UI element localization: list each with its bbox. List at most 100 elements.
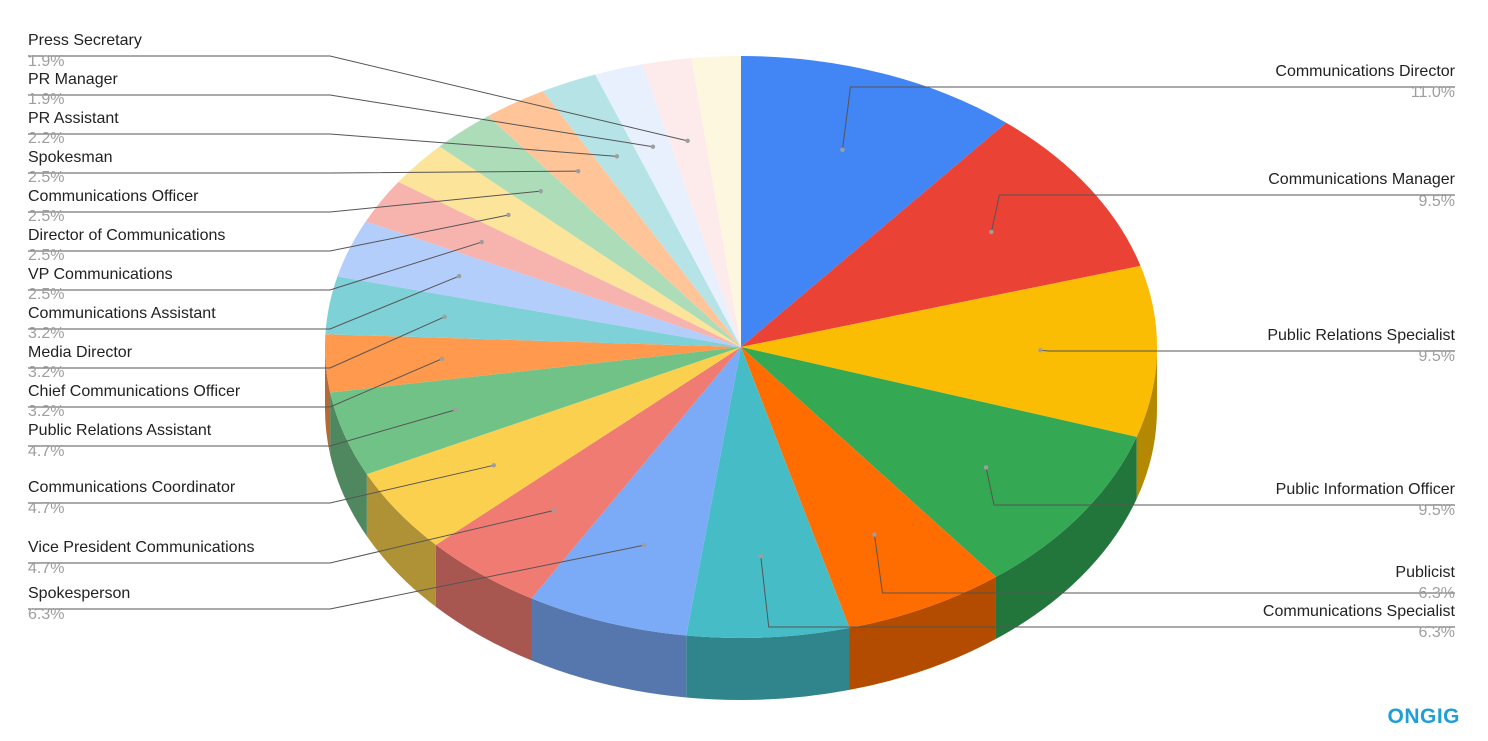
pie-slice [642,58,741,347]
leader-line [985,467,1455,506]
pie-slice [488,91,741,347]
pie-slice [325,276,741,347]
slice-label: PR Assistant [28,110,119,127]
pie-slice [365,181,741,347]
pie-slice [531,347,741,636]
pie-slice-side [531,598,687,698]
leader-line [841,86,1455,150]
slice-percent: 2.5% [28,208,64,225]
slice-percent: 4.7% [28,500,64,517]
slice-percent: 2.5% [28,247,64,264]
leader-anchor [758,553,763,559]
pie-slice-side [686,627,850,701]
leader-line [28,544,645,610]
slice-label: Communications Director [1275,63,1455,80]
slice-percent: 3.2% [28,325,64,342]
leader-anchor [439,356,445,362]
pie-slice [366,347,741,545]
slice-percent: 1.9% [28,53,64,70]
leader-anchor [575,168,581,174]
leader-line [28,214,509,252]
leader-anchor [491,463,497,468]
pie-slice [330,347,741,475]
slice-label: Communications Specialist [1263,603,1456,620]
leader-line [28,55,688,142]
leader-line [28,94,654,148]
pie-top [325,56,1157,638]
leader-anchor [650,144,656,149]
pie-slice [741,122,1141,348]
leader-anchor [840,147,845,153]
slice-percent: 2.2% [28,130,64,147]
slice-percent: 9.5% [1419,193,1455,210]
slice-label: Spokesman [28,149,113,166]
leader-anchor [453,407,458,413]
leader-anchor [989,229,994,235]
slice-percent: 3.2% [28,403,64,420]
leader-anchor [442,314,447,320]
slice-label: Media Director [28,344,133,361]
slice-percent: 6.3% [28,606,64,623]
leader-line [28,190,541,213]
leader-lines [28,55,1455,628]
leader-line [990,194,1455,233]
ongig-logo: ONGIG [1387,705,1460,728]
leader-anchor [456,273,462,279]
leader-line [28,275,460,330]
leader-line [28,358,443,408]
leader-anchor [685,138,690,144]
pie-slice-side [366,474,436,607]
pie-slice [435,347,741,599]
leader-line [28,241,482,291]
slice-percent: 6.3% [1419,624,1455,641]
slice-percent: 2.5% [28,286,64,303]
slice-label: Director of Communications [28,227,225,244]
slice-label: Communications Manager [1268,171,1455,188]
pie-slice [595,64,741,348]
slice-label: Vice President Communications [28,539,254,556]
slice-label: Public Relations Assistant [28,422,212,439]
slice-percent: 9.5% [1419,348,1455,365]
slice-percent: 9.5% [1419,502,1455,519]
pie-slice [337,221,741,347]
pie-sides [325,347,1157,701]
pie-slice [686,347,850,638]
slice-label: Chief Communications Officer [28,383,241,400]
slice-percent: 2.5% [28,169,64,186]
pie-slice [741,347,1137,577]
leader-anchor [479,239,484,245]
pie-slice [741,347,996,628]
pie-slice-side [330,392,367,537]
slice-percent: 4.7% [28,443,64,460]
leader-anchor [614,154,620,159]
slice-label: PR Manager [28,71,118,88]
leader-line [28,133,617,157]
pie-slice [542,74,741,347]
pie-slice-side [325,347,331,455]
slice-label: VP Communications [28,266,173,283]
slice-percent: 4.7% [28,560,64,577]
pie-slice [741,265,1157,437]
slice-percent: 11.0% [1411,84,1455,101]
slice-label: Public Relations Specialist [1267,327,1455,344]
pie-slice-side [435,544,532,661]
pie-slice [439,115,741,347]
pie-slice [741,56,1007,347]
slice-label: Spokesperson [28,585,130,602]
slice-percent: 1.9% [28,91,64,108]
leader-anchor [538,188,544,194]
leader-anchor [641,543,647,548]
slice-percent: 6.3% [1419,585,1455,602]
leader-anchor [872,532,877,537]
pie-slice-side [849,576,996,690]
leader-anchor [1038,348,1043,353]
leader-line [873,534,1455,594]
slice-labels: Communications Director 11.0% Communicatio… [28,32,1456,641]
leader-line [1040,349,1455,352]
slice-percent: 3.2% [28,364,64,381]
slice-label: Communications Officer [28,188,199,205]
slice-label: Press Secretary [28,32,142,49]
leader-line [28,409,456,447]
leader-line [760,556,1455,628]
